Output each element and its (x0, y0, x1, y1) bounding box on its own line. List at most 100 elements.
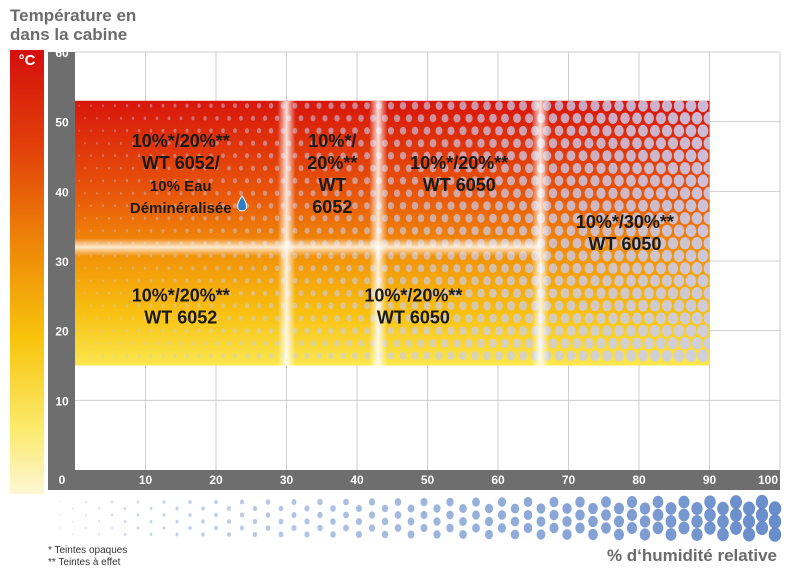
humidity-dot (191, 341, 195, 346)
humidity-dot (203, 166, 207, 171)
humidity-dot (655, 287, 667, 300)
humidity-dot (310, 140, 316, 147)
humidity-dot (495, 101, 503, 111)
zone-z6: 10%*/20%**WT 6050 (364, 285, 462, 327)
strip-dot (575, 509, 585, 521)
humidity-dot (137, 179, 141, 183)
humidity-dot (298, 140, 304, 147)
humidity-dot (566, 175, 576, 187)
y-tick-labels: 10 20 30 40 50 60 (55, 46, 69, 408)
humidity-dot (268, 302, 274, 309)
humidity-dot (179, 166, 183, 171)
humidity-dot (149, 153, 153, 158)
humidity-dot (524, 288, 534, 299)
strip-dot (110, 513, 114, 517)
humidity-dot (703, 311, 710, 325)
strip-dot (214, 525, 218, 531)
humidity-dot (119, 216, 123, 220)
humidity-dot (578, 150, 588, 162)
humidity-dot (560, 188, 570, 199)
humidity-dot (465, 313, 473, 323)
humidity-dot (227, 315, 231, 321)
humidity-dot (578, 325, 588, 337)
footnote-effect: ** Teintes à effet (48, 557, 121, 568)
humidity-dot (262, 315, 268, 321)
strip-dot (484, 516, 494, 527)
strip-dot (459, 504, 467, 513)
humidity-dot (364, 277, 370, 285)
humidity-dot (268, 352, 274, 359)
humidity-dot (393, 264, 401, 273)
humidity-dot (578, 100, 588, 112)
strip-dot (239, 525, 245, 531)
humidity-dot (364, 302, 370, 310)
humidity-dot (244, 178, 250, 184)
humidity-dot (584, 137, 594, 149)
x-tick-label: 20 (209, 473, 223, 487)
humidity-dot (239, 290, 243, 296)
humidity-dot (441, 189, 449, 198)
humidity-dot (298, 115, 304, 122)
strip-dot (149, 506, 153, 511)
humidity-dot (256, 178, 262, 184)
humidity-dot (173, 153, 177, 158)
humidity-dot (423, 101, 431, 110)
zone-label-line: 10%*/20%** (132, 285, 230, 305)
humidity-dot (649, 274, 661, 287)
humidity-dot (328, 352, 334, 360)
humidity-dot (119, 316, 123, 320)
humidity-dot (346, 189, 352, 197)
strip-dot (601, 522, 611, 534)
humidity-dot (399, 101, 407, 110)
humidity-dot (239, 190, 243, 196)
humidity-dot (596, 262, 606, 274)
humidity-dot (328, 202, 334, 210)
strip-dot (510, 516, 520, 527)
humidity-dot (661, 199, 673, 212)
humidity-dot (405, 114, 413, 123)
humidity-dot (584, 237, 594, 249)
humidity-dot (459, 326, 467, 336)
humidity-dot (185, 328, 189, 333)
humidity-dot (644, 162, 654, 175)
humidity-dot (649, 100, 661, 112)
humidity-dot (364, 327, 370, 335)
humidity-dot (548, 138, 558, 149)
humidity-dot (679, 137, 691, 150)
humidity-dot (638, 174, 648, 187)
humidity-dot (185, 203, 189, 208)
humidity-dot (554, 175, 564, 186)
strip-dot (381, 517, 389, 526)
humidity-dot (459, 176, 467, 186)
strip-dot (381, 504, 389, 513)
humidity-dot (101, 204, 105, 208)
humidity-dot (227, 340, 231, 346)
strip-dot (343, 498, 349, 506)
humidity-dot (167, 191, 171, 196)
humidity-dot (423, 201, 431, 210)
humidity-dot (358, 264, 364, 272)
humidity-dot (322, 340, 328, 347)
humidity-dot (483, 126, 491, 136)
humidity-dot (679, 262, 691, 275)
humidity-dot (256, 203, 262, 209)
humidity-dot (608, 262, 618, 274)
humidity-dot (679, 212, 691, 225)
humidity-dot (233, 103, 237, 109)
humidity-dot (125, 329, 129, 333)
x-tick-label: 80 (632, 473, 646, 487)
humidity-dot (471, 226, 479, 236)
humidity-dot (119, 191, 123, 195)
humidity-dot (268, 327, 274, 334)
humidity-dot (459, 126, 467, 136)
strip-dot (394, 498, 402, 506)
humidity-dot (685, 124, 697, 138)
humidity-dot (167, 341, 171, 346)
humidity-dot (554, 325, 564, 336)
strip-dot (536, 516, 546, 527)
humidity-dot (644, 287, 654, 300)
humidity-dot (399, 326, 407, 335)
strip-dot (755, 507, 769, 523)
strip-dot (730, 508, 742, 522)
humidity-dot (405, 189, 413, 198)
